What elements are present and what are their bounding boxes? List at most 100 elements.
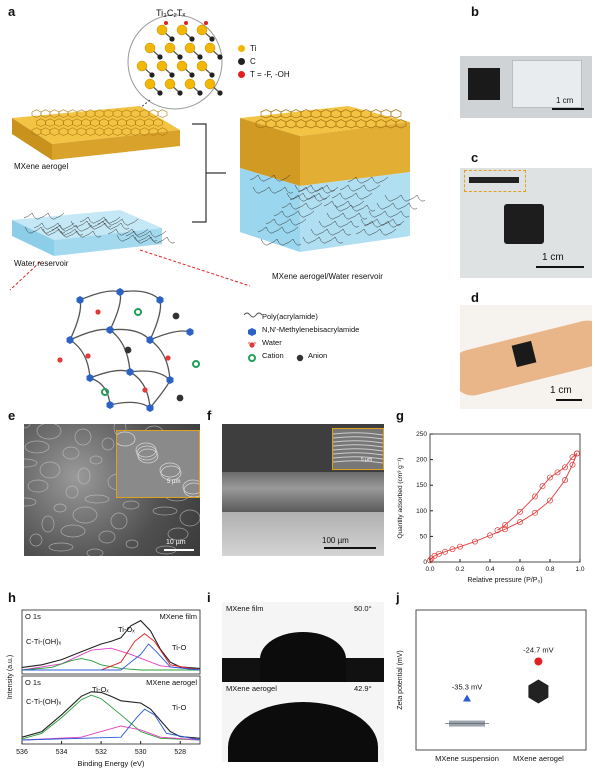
hydrogel-sample — [512, 60, 582, 108]
isotherm-point — [547, 474, 553, 481]
peak-label: Ti-Oₓ — [92, 685, 109, 694]
isotherm-point — [562, 464, 568, 471]
tick-label: 100 — [416, 508, 427, 515]
c-atom — [217, 90, 223, 96]
xps-series — [21, 708, 201, 741]
pore — [86, 548, 104, 556]
formula-label: Ti₃C₂Tₓ — [156, 8, 186, 18]
polymer-chain — [339, 184, 381, 192]
orbital-label: O 1s — [25, 612, 41, 621]
polymer-chain — [281, 202, 323, 210]
layer-line — [332, 432, 384, 436]
pore — [36, 424, 62, 440]
pore — [167, 527, 189, 541]
isotherm-point — [517, 519, 523, 526]
anion — [172, 312, 180, 320]
polymer-chain — [323, 200, 365, 208]
peak-label: Ti-O — [172, 643, 186, 652]
pore — [101, 437, 115, 451]
aerogel-cube-icon — [528, 679, 549, 704]
xps-series — [21, 619, 201, 669]
combine-bracket — [192, 123, 226, 223]
tick-label: 528 — [174, 749, 186, 756]
c-atom — [157, 90, 163, 96]
black-circle-icon — [296, 354, 304, 362]
angle-label-film: 50.0° — [354, 604, 372, 613]
peak-label: C-Ti-(OH)ₓ — [26, 697, 62, 706]
anion — [176, 394, 184, 402]
pore — [136, 445, 158, 461]
isotherm-point — [487, 532, 493, 539]
peak-label: Ti-Oₓ — [118, 625, 135, 634]
layer-line — [332, 436, 384, 440]
pore-cell — [157, 127, 168, 136]
pore — [159, 462, 181, 478]
polymer-chain — [70, 220, 112, 228]
ti-atom — [156, 24, 168, 36]
water-droplet-film — [260, 632, 346, 682]
xps-series — [21, 694, 201, 741]
inset-scale-text-f: 5 µm — [361, 457, 373, 463]
tick-label: 0.2 — [455, 566, 464, 573]
peak-label: C-Ti-(OH)ₓ — [26, 637, 62, 646]
isotherm-point — [517, 508, 523, 515]
data-point-circle — [534, 657, 543, 666]
sample-label: MXene aerogel — [146, 678, 197, 687]
polymer-chain — [33, 222, 75, 230]
scale-text-d: 1 cm — [550, 385, 572, 396]
polymer-chain — [347, 176, 389, 184]
pore-cell — [390, 109, 402, 119]
layer-line — [332, 456, 384, 460]
data-label: -24.7 mV — [523, 645, 553, 654]
ti-atom — [164, 78, 176, 90]
crosslinker-node — [186, 328, 194, 336]
tick-label: 0 — [423, 559, 427, 566]
contact-angle-aerogel: MXene aerogel 42.9° — [222, 682, 384, 762]
xps-chart: O 1s MXene film C-Ti-(OH)ₓ Ti-Oₓ Ti-O O 1s MXe… — [7, 609, 201, 768]
ti-atom — [136, 60, 148, 72]
crosslinker-node — [166, 376, 174, 384]
cation — [134, 308, 142, 316]
ti-atom — [144, 42, 156, 54]
c-atom — [149, 72, 155, 78]
ti-atom — [164, 42, 176, 54]
isotherm-chart: 0.0 0.2 0.4 0.6 0.8 1.0 0 50 100 150 200 250 Relativ… — [397, 431, 585, 584]
c-atom — [177, 90, 183, 96]
polymer-chain — [334, 204, 376, 212]
pore-cell — [157, 109, 168, 118]
pore — [183, 482, 200, 498]
composite-aerogel-reservoir — [240, 106, 426, 252]
tick-label: 536 — [16, 749, 28, 756]
pore — [48, 542, 74, 552]
polymer-chain — [60, 230, 102, 238]
tick-label: 0.4 — [485, 566, 494, 573]
ti-atom — [176, 24, 188, 36]
polymer-chain — [294, 184, 336, 192]
panel-label-e: e — [8, 408, 16, 423]
pore — [65, 485, 79, 499]
pore — [160, 465, 182, 481]
legend-text: T = -F, -OH — [250, 70, 290, 79]
c-atom — [217, 54, 223, 60]
polymer-chain — [318, 220, 360, 228]
polymer-chain — [286, 192, 328, 200]
category-label: MXene suspension — [435, 754, 499, 763]
polymer-chain — [252, 186, 294, 194]
pore-cell — [395, 119, 407, 129]
crosslinker-node — [66, 336, 74, 344]
element-legend: Ti C T = -F, -OH — [238, 42, 290, 81]
isotherm-point — [532, 493, 538, 500]
pore — [24, 440, 50, 454]
pore — [182, 479, 200, 495]
pore — [122, 500, 140, 510]
layer-line — [332, 448, 384, 452]
water-molecule-icon — [247, 341, 257, 348]
ti-atom — [204, 78, 216, 90]
crosslinker-node — [146, 336, 154, 344]
isotherm-point — [547, 497, 553, 504]
scale-text-e: 10 µm — [166, 539, 186, 546]
ti-atom — [184, 78, 196, 90]
pore — [114, 431, 136, 447]
isotherm-point — [494, 527, 501, 534]
inset-f: 5 µm — [332, 428, 384, 470]
